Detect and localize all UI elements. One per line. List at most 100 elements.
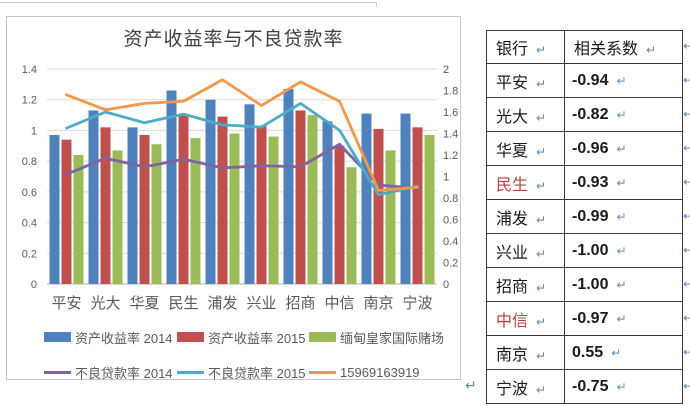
bar-2-cat-6: [307, 115, 318, 284]
return-mark-icon: ↵: [616, 311, 627, 326]
right-axis-tick: 1.4: [443, 129, 458, 141]
bar-0-cat-2: [127, 127, 138, 284]
left-axis-tick: 0.2: [22, 248, 37, 260]
correlation-value: -0.75: [572, 377, 609, 395]
legend-item: 不良贷款率 2014: [44, 365, 173, 381]
legend-bar-swatch: [177, 332, 204, 342]
legend-label: 不良贷款率 2015: [208, 365, 306, 381]
category-label: 招商: [285, 295, 315, 312]
return-mark-icon: ↵: [646, 43, 657, 57]
table-row: 光大 ↵ -0.82 ↵: [486, 97, 683, 132]
bar-1-cat-7: [334, 145, 345, 284]
bar-1-cat-2: [139, 135, 150, 284]
bank-cell[interactable]: 平安 ↵: [486, 63, 565, 98]
legend-label: 资产收益率 2014: [75, 330, 173, 346]
left-axis-tick: 0.8: [22, 156, 37, 168]
bank-cell[interactable]: 招商 ↵: [486, 267, 565, 302]
legend-label: 缅甸皇家国际赌场: [340, 330, 445, 346]
return-mark-icon: ↵: [683, 107, 690, 121]
right-axis-tick: 1.2: [443, 150, 458, 162]
correlation-value: -0.97: [572, 309, 609, 327]
correlation-cell[interactable]: -0.93 ↵: [564, 165, 683, 200]
correlation-cell[interactable]: -0.97 ↵: [564, 301, 683, 336]
legend-label: 资产收益率 2015: [208, 330, 306, 346]
correlation-value: 0.55: [572, 343, 604, 361]
bank-cell[interactable]: 中信 ↵: [486, 301, 565, 336]
bank-name: 招商: [496, 278, 529, 296]
return-mark-icon: ↵: [616, 107, 627, 122]
right-axis-tick: 0: [443, 279, 449, 291]
header-cell-correlation[interactable]: 相关系数 ↵: [564, 30, 683, 64]
correlation-table: 银行 ↵ 相关系数 ↵ 平安 ↵ -0.94 ↵ 光大 ↵ -0.82 ↵ 华夏 ↵ -0.96 ↵ 民生 ↵ -0…: [486, 30, 683, 404]
header-cell-bank[interactable]: 银行 ↵: [486, 30, 565, 64]
correlation-cell[interactable]: -1.00 ↵: [564, 267, 683, 302]
header-text: 银行: [496, 41, 529, 58]
left-axis-tick: 1.2: [22, 95, 37, 107]
correlation-cell[interactable]: -0.96 ↵: [564, 131, 683, 166]
category-label: 浦发: [207, 295, 237, 312]
bar-0-cat-0: [49, 135, 60, 284]
bank-cell[interactable]: 民生 ↵: [486, 165, 565, 200]
bank-cell[interactable]: 南京 ↵: [486, 335, 565, 370]
table-row: 民生 ↵ -0.93 ↵: [486, 165, 683, 200]
bar-0-cat-3: [166, 90, 177, 284]
table-row: 华夏 ↵ -0.96 ↵: [486, 131, 683, 166]
return-mark-icon: ↵: [683, 39, 690, 53]
line-series-1: [65, 102, 419, 197]
legend-item: 缅甸皇家国际赌场: [309, 330, 445, 346]
legend-label: 不良贷款率 2014: [75, 365, 173, 381]
bar-2-cat-8: [385, 150, 396, 284]
bar-2-cat-2: [151, 144, 162, 284]
return-mark-icon: ↵: [683, 277, 690, 291]
bar-0-cat-6: [283, 88, 294, 284]
correlation-cell[interactable]: -0.82 ↵: [564, 97, 683, 132]
return-mark-icon: ↵: [683, 243, 690, 257]
bar-0-cat-4: [205, 99, 216, 284]
legend-line-swatch: [44, 370, 71, 374]
right-axis-tick: 0.2: [443, 258, 458, 270]
bank-cell[interactable]: 浦发 ↵: [486, 199, 565, 234]
category-label: 中信: [324, 295, 354, 312]
legend-label: 15969163919: [340, 364, 420, 380]
line-series-2: [65, 78, 419, 192]
left-axis-tick: 0: [31, 279, 37, 291]
correlation-cell[interactable]: -1.00 ↵: [564, 233, 683, 268]
right-axis-tick: 1.6: [443, 107, 458, 119]
page-top-border-corner: [376, 2, 377, 7]
return-mark-icon: ↵: [683, 209, 690, 223]
correlation-cell[interactable]: 0.55 ↵: [564, 335, 683, 370]
correlation-value: -0.93: [572, 173, 609, 191]
embedded-chart-object[interactable]: 资产收益率与不良贷款率 0 0.2 0.4 0.6 0.8 1 1.2 1.4 0 0.2 0.4 0…: [6, 16, 461, 381]
return-mark-icon: ↵: [536, 382, 547, 397]
correlation-value: -0.96: [572, 139, 609, 157]
return-mark-icon: ↵: [611, 345, 622, 360]
return-mark-icon: ↵: [536, 178, 547, 193]
bank-name: 光大: [496, 108, 529, 126]
category-label: 华夏: [129, 295, 159, 312]
correlation-cell[interactable]: -0.94 ↵: [564, 63, 683, 98]
right-axis-tick: 1.8: [443, 86, 458, 98]
return-mark-icon: ↵: [536, 43, 547, 57]
legend-line-swatch: [177, 370, 204, 374]
table-row: 兴业 ↵ -1.00 ↵: [486, 233, 683, 268]
correlation-cell[interactable]: -0.99 ↵: [564, 199, 683, 234]
correlation-cell[interactable]: -0.75 ↵: [564, 369, 683, 404]
correlation-value: -1.00: [572, 275, 609, 293]
bar-2-cat-7: [346, 167, 357, 284]
bank-cell[interactable]: 华夏 ↵: [486, 131, 565, 166]
bank-cell[interactable]: 宁波 ↵: [486, 369, 565, 404]
bar-1-cat-9: [412, 127, 423, 284]
header-text: 相关系数: [574, 41, 639, 58]
bank-name: 宁波: [496, 380, 529, 398]
bar-2-cat-4: [229, 133, 240, 284]
right-axis-tick: 0.6: [443, 215, 458, 227]
bank-cell[interactable]: 兴业 ↵: [486, 233, 565, 268]
bar-1-cat-4: [217, 116, 228, 284]
left-axis-tick: 1.4: [22, 64, 37, 76]
return-mark-icon: ↵: [683, 345, 690, 359]
category-label: 兴业: [246, 295, 276, 312]
bank-cell[interactable]: 光大 ↵: [486, 97, 565, 132]
bar-2-cat-3: [190, 138, 201, 284]
return-mark-icon: ↵: [536, 76, 547, 91]
table-header-row: 银行 ↵ 相关系数 ↵: [486, 30, 683, 64]
